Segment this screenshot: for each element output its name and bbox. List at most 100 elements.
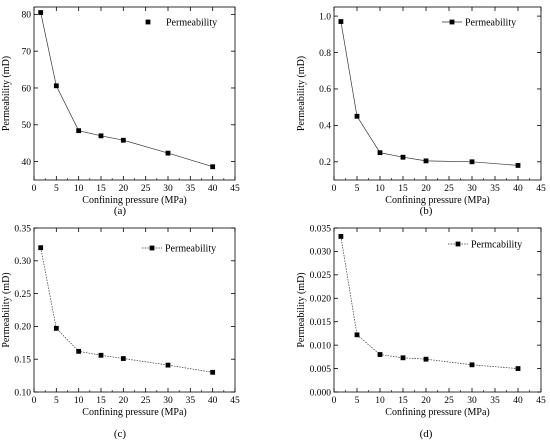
x-tick-label: 20 <box>421 396 431 406</box>
chart-panel-1: 0 5 10 15 20 25 30 35 40 45 40 50 60 70 80 Confining pr… <box>1 6 240 217</box>
data-point <box>354 113 360 119</box>
y-tick-label: 0.15 <box>14 356 31 366</box>
x-tick-label: 0 <box>32 396 37 406</box>
data-point <box>165 362 171 368</box>
data-point <box>76 128 82 134</box>
x-tick-label: 40 <box>513 184 523 194</box>
x-tick-label: 10 <box>375 184 385 194</box>
x-tick-label: 30 <box>467 396 477 406</box>
y-tick-label: 0.6 <box>319 85 331 95</box>
y-tick-label: 60 <box>22 84 32 94</box>
y-tick-label: 0.30 <box>14 257 31 267</box>
data-point <box>53 83 59 89</box>
x-tick-label: 40 <box>513 396 523 406</box>
data-point <box>38 245 44 251</box>
x-tick-label: 25 <box>141 396 151 406</box>
x-tick-label: 45 <box>536 184 546 194</box>
x-tick-label: 30 <box>163 396 173 406</box>
y-axis-title: Permeability (mD) <box>296 272 307 347</box>
x-tick-label: 25 <box>444 184 454 194</box>
data-point <box>120 137 126 143</box>
x-tick-label: 0 <box>332 396 337 406</box>
plot-frame <box>33 6 236 181</box>
y-tick-label: 0.10 <box>14 388 31 398</box>
x-tick-label: 35 <box>490 184 500 194</box>
panel-caption: (d) <box>420 428 433 440</box>
x-axis-title: Confining pressure (MPa) <box>82 195 186 206</box>
data-point <box>423 356 429 362</box>
data-point <box>120 356 126 361</box>
data-point <box>400 355 406 361</box>
x-tick-label: 10 <box>74 184 84 194</box>
legend-marker <box>145 19 151 25</box>
y-tick-label: 0.005 <box>310 365 332 375</box>
panel-caption: (c) <box>114 428 127 440</box>
data-point <box>423 158 429 164</box>
data-point <box>210 164 216 170</box>
x-tick-label: 40 <box>208 396 218 406</box>
legend-marker <box>449 19 455 25</box>
chart-panel-2: 0 5 10 15 20 25 30 35 40 45 0.2 0.4 0.6 0.8 1.0 Confini… <box>296 6 546 217</box>
y-tick-label: 0.20 <box>14 323 31 333</box>
x-tick-label: 5 <box>54 184 59 194</box>
y-tick-label: 0.8 <box>319 49 331 59</box>
data-point <box>469 159 475 165</box>
legend-label: Permcability <box>471 240 522 251</box>
data-point <box>338 19 344 24</box>
x-tick-label: 15 <box>398 184 408 194</box>
x-tick-label: 0 <box>32 184 37 194</box>
data-point <box>98 352 104 358</box>
series-line <box>40 12 213 168</box>
plot-frame <box>333 227 542 393</box>
x-tick-label: 5 <box>355 184 360 194</box>
plot-frame <box>333 6 542 181</box>
x-tick-label: 25 <box>444 396 454 406</box>
x-tick-label: 15 <box>96 396 106 406</box>
x-tick-label: 45 <box>230 184 240 194</box>
x-tick-label: 20 <box>119 184 129 194</box>
y-axis-title: Permeability (mD) <box>296 56 307 131</box>
y-tick-label: 0.000 <box>310 388 332 398</box>
y-tick-label: 80 <box>22 11 32 21</box>
y-tick-label: 0.035 <box>310 224 332 234</box>
x-tick-label: 35 <box>186 396 196 406</box>
panel-caption: (a) <box>114 205 127 217</box>
data-point <box>38 10 44 15</box>
data-point <box>98 133 104 139</box>
x-tick-label: 30 <box>467 184 477 194</box>
x-axis-title: Confining pressure (MPa) <box>385 407 489 418</box>
panel-caption: (b) <box>420 205 433 217</box>
x-tick-label: 40 <box>208 184 218 194</box>
x-tick-label: 15 <box>96 184 106 194</box>
x-tick-label: 45 <box>230 396 240 406</box>
y-tick-label: 0.020 <box>310 295 332 305</box>
x-tick-label: 35 <box>490 396 500 406</box>
legend-label: Permeability <box>165 244 216 255</box>
y-tick-label: 50 <box>22 121 32 131</box>
x-tick-label: 20 <box>119 396 129 406</box>
y-tick-label: 0.25 <box>14 290 31 300</box>
y-tick-label: 1.0 <box>319 12 331 22</box>
chart-panel-4: 0 5 10 15 20 25 30 35 40 45 0.000 0.005 0.010 0.015 0.… <box>296 224 546 440</box>
legend-label: Permeability <box>465 18 516 29</box>
legend-marker <box>455 241 461 247</box>
x-axis-title: Confining pressure (MPa) <box>82 407 186 418</box>
x-tick-label: 20 <box>421 184 431 194</box>
data-point <box>515 366 521 371</box>
y-tick-label: 0.030 <box>310 248 332 258</box>
y-axis-title: Permeability (mD) <box>1 56 12 131</box>
x-tick-label: 35 <box>186 184 196 194</box>
y-tick-label: 0.025 <box>310 271 332 281</box>
series-line <box>40 247 213 373</box>
data-point <box>354 332 360 338</box>
y-tick-label: 0.015 <box>310 318 332 328</box>
y-axis-title: Permeability (mD) <box>1 272 12 347</box>
data-point <box>400 154 406 160</box>
series-line <box>340 21 519 166</box>
legend-label: Permeability <box>166 18 217 29</box>
legend-marker <box>149 245 155 251</box>
x-tick-label: 0 <box>332 184 337 194</box>
data-point <box>469 362 475 368</box>
data-point <box>377 352 383 357</box>
data-point <box>76 348 82 354</box>
